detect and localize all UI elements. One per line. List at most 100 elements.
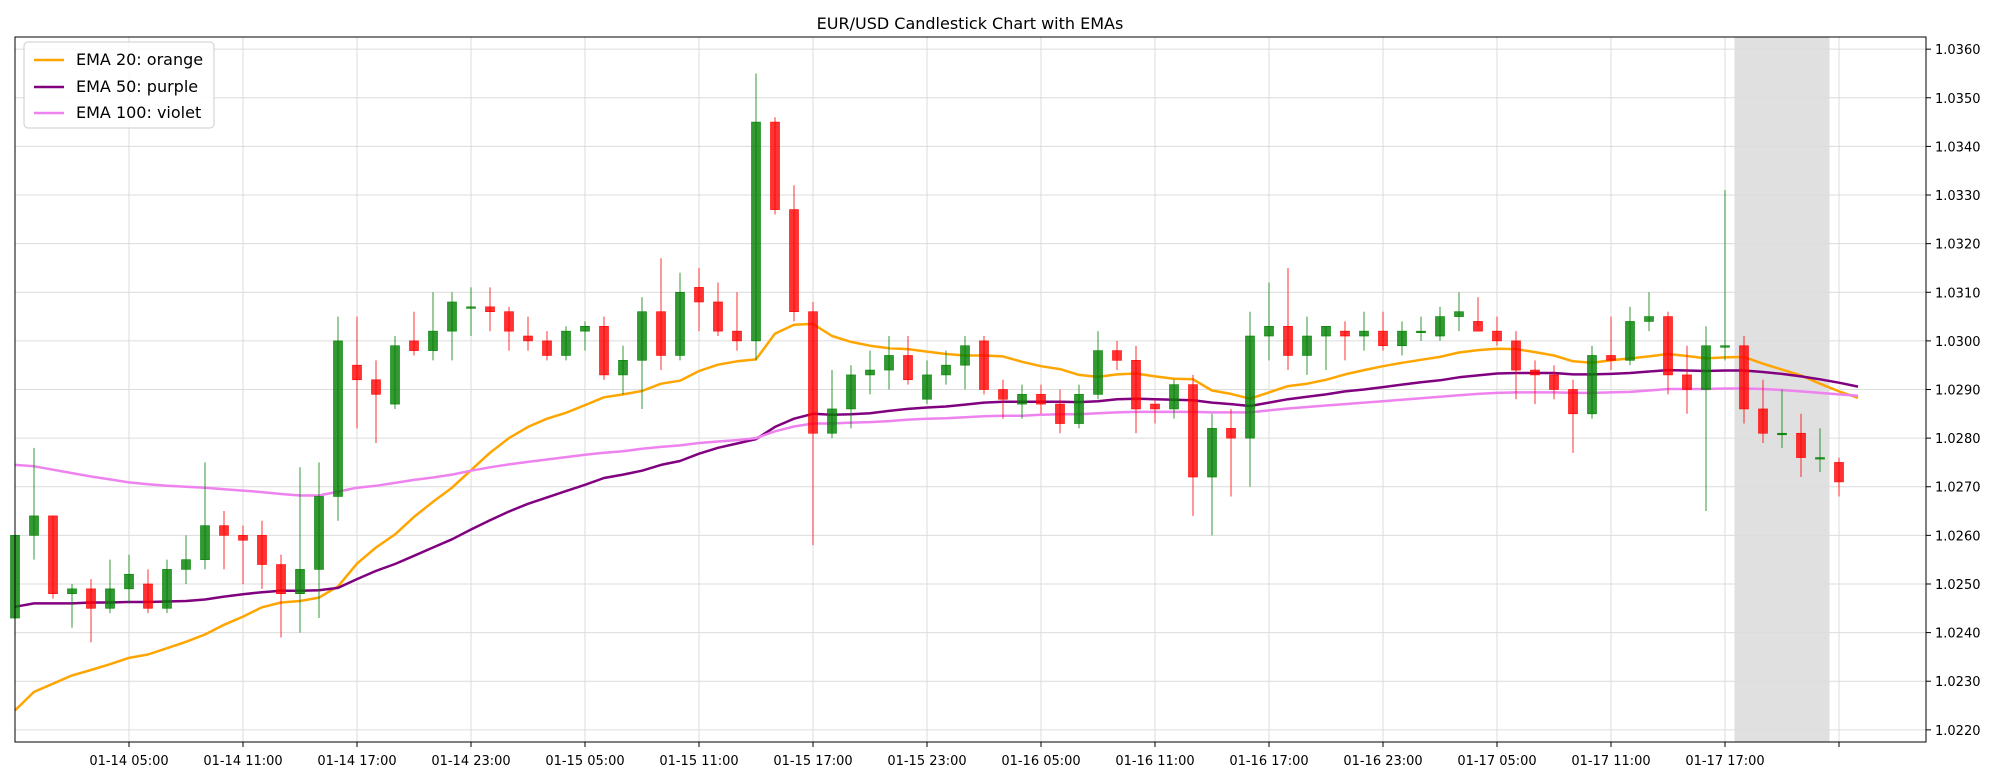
candle [1435, 306, 1445, 341]
candle [1815, 428, 1825, 473]
candle [428, 292, 438, 361]
candle [48, 515, 58, 599]
candle-body [561, 330, 571, 356]
candle-body [333, 340, 343, 497]
axis-layer: 1.0220 1.0230 1.0240 1.0250 1.0260 1.0270 1.02… [89, 43, 1980, 769]
candle-body [1131, 360, 1141, 410]
candle-body [599, 325, 609, 376]
candle [390, 336, 400, 409]
y-tick-label: 1.0270 [1935, 481, 1981, 496]
candle-body [485, 306, 495, 313]
candle [561, 326, 571, 361]
candle [1283, 267, 1293, 371]
candle [1226, 408, 1236, 497]
candle [124, 554, 134, 604]
y-tick-label: 1.0220 [1935, 724, 1981, 739]
candle [1777, 389, 1787, 448]
x-tick-label: 01-15 11:00 [659, 754, 738, 769]
candle-body [1511, 340, 1521, 371]
candle-body [960, 345, 970, 366]
candle-body [1720, 345, 1730, 348]
y-tick-label: 1.0350 [1935, 92, 1981, 107]
candle-body [504, 311, 514, 332]
y-tick-label: 1.0260 [1935, 529, 1981, 544]
candle [466, 287, 476, 337]
candle-body [1169, 384, 1179, 410]
candle-body [200, 525, 210, 560]
candle [409, 311, 419, 356]
candle-body [1549, 374, 1559, 390]
candle [1682, 345, 1692, 414]
candle [1340, 321, 1350, 361]
candle [1245, 311, 1255, 487]
candle-body [979, 340, 989, 390]
candle-body [238, 535, 248, 541]
legend-box [23, 41, 215, 129]
candle-body [143, 583, 153, 609]
candle [1739, 336, 1749, 424]
candle-body [751, 121, 761, 342]
candle [1112, 340, 1122, 371]
y-tick-label: 1.0310 [1935, 286, 1981, 301]
candle-body [276, 564, 286, 595]
x-tick-label: 01-17 11:00 [1571, 754, 1650, 769]
candle [1587, 345, 1597, 419]
candle-body [827, 408, 837, 434]
candle [580, 321, 590, 351]
candle [1264, 282, 1274, 361]
candle-body [1302, 335, 1312, 356]
candle-body [1682, 374, 1692, 390]
candle-body [1796, 432, 1806, 458]
candle-body [808, 311, 818, 434]
x-tick-label: 01-17 17:00 [1685, 754, 1764, 769]
candle [1606, 316, 1616, 371]
candle [865, 350, 875, 395]
y-tick-label: 1.0250 [1935, 578, 1981, 593]
candle [352, 316, 362, 429]
candle-body [162, 569, 172, 609]
candle [960, 336, 970, 390]
candle-body [1587, 355, 1597, 415]
legend-label-ema100: EMA 100: violet [76, 103, 201, 122]
candle [1416, 316, 1426, 341]
candle-body [656, 311, 666, 356]
candle-body [884, 355, 894, 371]
candle-body [1340, 330, 1350, 337]
candle [1378, 311, 1388, 351]
candle [675, 272, 685, 361]
candle-body [1207, 428, 1217, 478]
candle-body [1834, 462, 1844, 483]
candle-body [1758, 408, 1768, 434]
candle [1530, 360, 1540, 405]
x-tick-label: 01-16 23:00 [1343, 754, 1422, 769]
ema-line-2 [14, 387, 1859, 497]
candle-body [1226, 428, 1236, 439]
candle [979, 336, 989, 395]
candle-body [1606, 355, 1616, 361]
candle [846, 365, 856, 429]
candle-layer [10, 73, 1844, 643]
candle-body [713, 301, 723, 332]
candle-body [67, 588, 77, 595]
candle-body [523, 335, 533, 342]
candle-body [48, 515, 58, 595]
candle [314, 462, 324, 619]
candle [1359, 311, 1369, 351]
candle-body [1359, 330, 1369, 337]
candle-body [409, 340, 419, 351]
candle [504, 306, 514, 351]
candle-body [1815, 457, 1825, 460]
candle-body [1036, 394, 1046, 405]
x-tick-label: 01-15 23:00 [887, 754, 966, 769]
candle-body [1777, 432, 1787, 436]
candle [789, 185, 799, 322]
candle-body [1435, 316, 1445, 337]
y-tick-label: 1.0360 [1935, 43, 1981, 58]
candle-body [1074, 394, 1084, 424]
candle [181, 535, 191, 584]
legend: EMA 20: orange EMA 50: purple EMA 100: v… [23, 41, 215, 129]
candle [1131, 345, 1141, 434]
candle [694, 267, 704, 332]
candle-body [314, 496, 324, 570]
candle [1644, 292, 1654, 332]
